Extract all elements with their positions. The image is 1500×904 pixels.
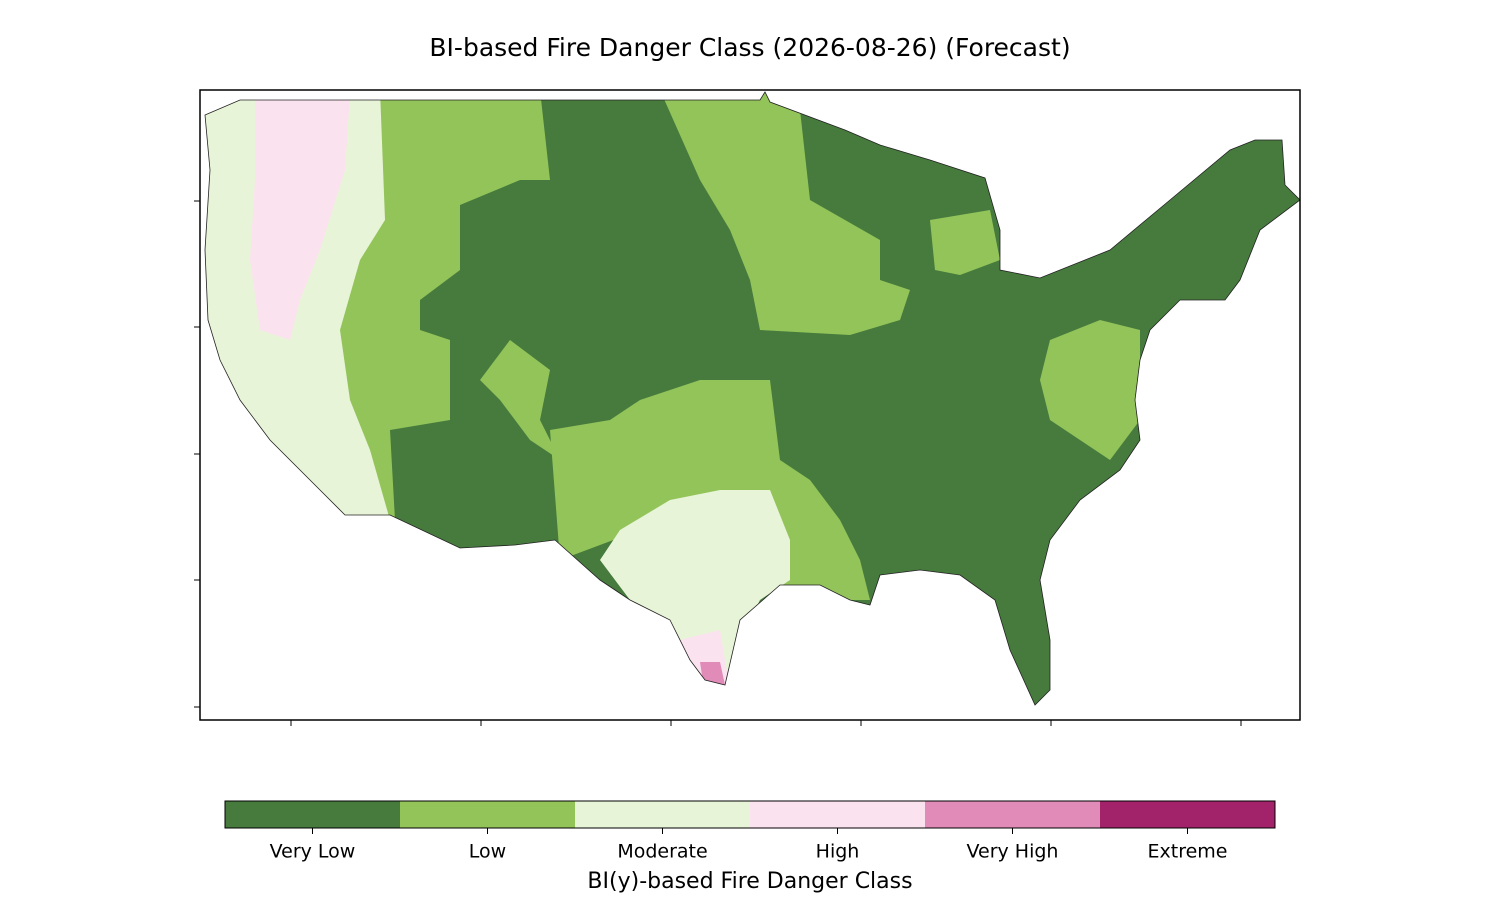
colorbar-swatch: [400, 801, 575, 828]
colorbar-tick-label: Moderate: [617, 841, 707, 863]
zone: [250, 95, 350, 340]
zone: [600, 490, 790, 690]
map-frame: [199, 89, 1301, 721]
colorbar-swatch: [575, 801, 750, 828]
zone: [660, 92, 910, 335]
colorbar-tick-label: Very High: [967, 841, 1059, 863]
map-title: BI-based Fire Danger Class (2026-08-26) …: [429, 33, 1070, 62]
colorbar-swatch: [750, 801, 925, 828]
zone: [700, 662, 725, 685]
colorbar-tick-label: Low: [469, 841, 506, 863]
country-outline: [204, 91, 1301, 706]
colorbar: Very Low Low Moderate High Very High Extreme: [224, 800, 1276, 863]
axis-ticks: [194, 200, 1242, 726]
colorbar-frame: [224, 800, 1276, 829]
zone: [930, 210, 1000, 275]
colorbar-tick-label: Very Low: [270, 841, 356, 863]
colorbar-tick-label: High: [816, 841, 860, 863]
fire-danger-map: [205, 92, 1300, 705]
colorbar-label: BI(y)-based Fire Danger Class: [587, 869, 912, 894]
colorbar-swatch: [1100, 801, 1275, 828]
colorbar-swatch: [225, 801, 400, 828]
colorbar-swatch: [925, 801, 1100, 828]
colorbar-tick-label: Extreme: [1148, 841, 1228, 863]
zone: [1040, 320, 1140, 460]
zone: [480, 340, 560, 460]
